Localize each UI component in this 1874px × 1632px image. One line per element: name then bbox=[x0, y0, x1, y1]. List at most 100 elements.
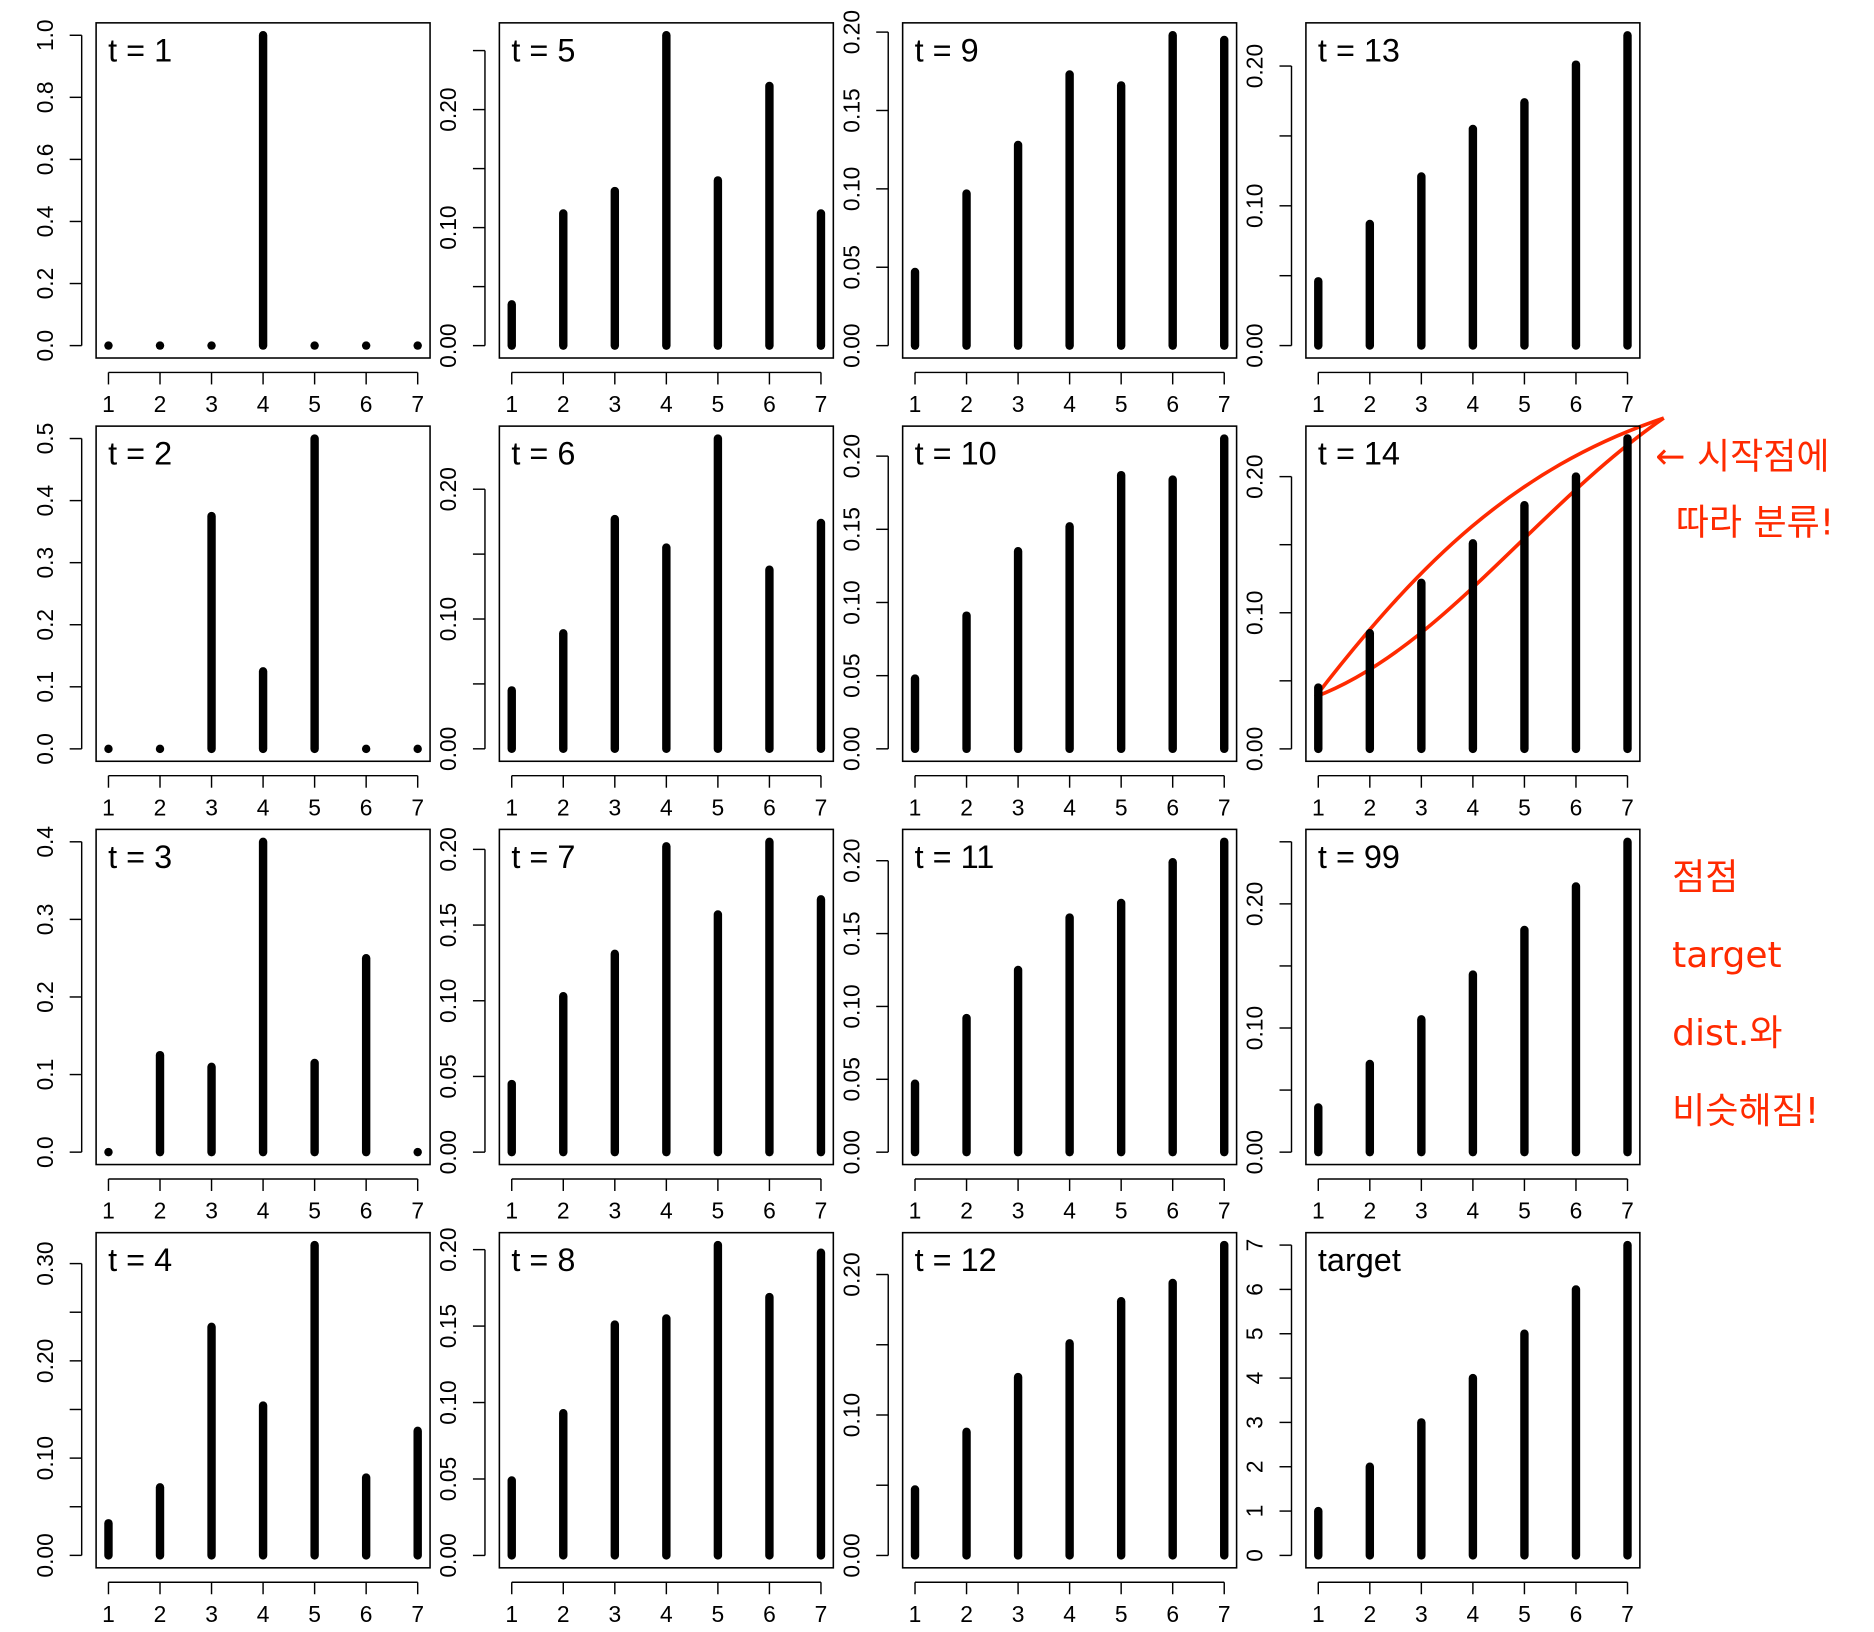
x-tick-label: 1 bbox=[909, 1601, 922, 1627]
y-tick-label: 0.00 bbox=[1242, 1130, 1268, 1174]
x-tick-label: 3 bbox=[205, 794, 218, 820]
panel-title: t = 99 bbox=[1318, 839, 1400, 875]
y-tick-label: 0.10 bbox=[838, 984, 864, 1028]
y-tick-label: 0.20 bbox=[838, 1252, 864, 1296]
y-tick-label: 6 bbox=[1242, 1283, 1268, 1296]
x-tick-label: 4 bbox=[257, 1198, 270, 1224]
plot-box bbox=[901, 828, 1238, 1166]
x-tick-label: 6 bbox=[1166, 794, 1179, 820]
x-tick-label: 6 bbox=[1570, 1601, 1583, 1627]
x-tick-label: 1 bbox=[505, 391, 518, 417]
plot-box bbox=[1305, 1231, 1641, 1569]
y-tick-label: 0.10 bbox=[1242, 184, 1268, 228]
x-tick-label: 5 bbox=[1115, 794, 1128, 820]
y-tick-label: 0.20 bbox=[32, 1339, 58, 1383]
x-tick-label: 5 bbox=[1518, 1198, 1531, 1224]
y-tick-label: 0.1 bbox=[32, 1059, 58, 1091]
plot-box bbox=[95, 828, 431, 1166]
y-tick-label: 0.00 bbox=[1242, 727, 1268, 771]
x-tick-label: 6 bbox=[360, 391, 373, 417]
y-tick-label: 0.00 bbox=[1242, 323, 1268, 367]
y-tick-label: 0.10 bbox=[1242, 591, 1268, 635]
x-tick-label: 2 bbox=[1363, 1198, 1376, 1224]
x-tick-label: 2 bbox=[557, 1198, 570, 1224]
y-tick-label: 0.4 bbox=[32, 205, 58, 237]
x-tick-label: 4 bbox=[1063, 1601, 1076, 1627]
annotation: ← 시작점에 bbox=[1655, 437, 1829, 478]
x-tick-label: 3 bbox=[1012, 391, 1025, 417]
plot-box bbox=[901, 425, 1238, 763]
panel-title: t = 3 bbox=[108, 839, 172, 875]
x-tick-label: 5 bbox=[712, 1198, 725, 1224]
y-tick-label: 0.10 bbox=[838, 167, 864, 211]
y-tick-label: 0.20 bbox=[1242, 454, 1268, 498]
x-tick-label: 7 bbox=[411, 391, 424, 417]
annotation: dist.와 bbox=[1672, 1013, 1782, 1054]
x-tick-label: 3 bbox=[608, 1601, 621, 1627]
y-tick-label: 4 bbox=[1242, 1371, 1268, 1384]
x-tick-label: 5 bbox=[1115, 1198, 1128, 1224]
x-tick-label: 7 bbox=[411, 1601, 424, 1627]
x-tick-label: 5 bbox=[1518, 391, 1531, 417]
y-tick-label: 5 bbox=[1242, 1327, 1268, 1340]
y-tick-label: 0.00 bbox=[435, 323, 461, 367]
plot-box bbox=[95, 425, 431, 763]
y-tick-label: 0.4 bbox=[32, 826, 58, 858]
x-tick-label: 3 bbox=[1012, 794, 1025, 820]
x-tick-label: 5 bbox=[308, 794, 321, 820]
y-tick-label: 0.10 bbox=[435, 1380, 461, 1424]
x-tick-label: 2 bbox=[1363, 1601, 1376, 1627]
x-tick-label: 6 bbox=[1570, 391, 1583, 417]
x-tick-label: 6 bbox=[1166, 1601, 1179, 1627]
y-tick-label: 0.10 bbox=[435, 205, 461, 249]
y-tick-label: 0.15 bbox=[435, 1304, 461, 1348]
y-tick-label: 0.00 bbox=[435, 1533, 461, 1577]
x-tick-label: 4 bbox=[257, 391, 270, 417]
annotation: 비슷해짐! bbox=[1672, 1091, 1819, 1132]
annotation: target bbox=[1672, 935, 1782, 976]
x-tick-label: 3 bbox=[1415, 391, 1428, 417]
y-tick-label: 0.00 bbox=[838, 323, 864, 367]
x-tick-label: 7 bbox=[1218, 391, 1231, 417]
panel-title: t = 10 bbox=[915, 436, 997, 472]
y-tick-label: 0.00 bbox=[838, 1130, 864, 1174]
x-tick-label: 6 bbox=[763, 794, 776, 820]
y-tick-label: 0.05 bbox=[838, 245, 864, 289]
x-tick-label: 5 bbox=[308, 1198, 321, 1224]
plot-box bbox=[1305, 828, 1641, 1166]
x-tick-label: 3 bbox=[205, 1198, 218, 1224]
x-tick-label: 6 bbox=[763, 1601, 776, 1627]
y-tick-label: 0.0 bbox=[32, 330, 58, 362]
x-tick-label: 7 bbox=[815, 1601, 828, 1627]
x-tick-label: 5 bbox=[308, 1601, 321, 1627]
x-tick-label: 3 bbox=[1012, 1601, 1025, 1627]
y-tick-label: 0.1 bbox=[32, 671, 58, 703]
y-tick-label: 0.8 bbox=[32, 81, 58, 113]
y-tick-label: 0.20 bbox=[1242, 44, 1268, 88]
x-tick-label: 7 bbox=[1621, 1198, 1634, 1224]
y-tick-label: 0.3 bbox=[32, 904, 58, 936]
x-tick-label: 2 bbox=[960, 391, 973, 417]
y-tick-label: 3 bbox=[1242, 1416, 1268, 1429]
x-tick-label: 5 bbox=[1115, 391, 1128, 417]
y-tick-label: 0.15 bbox=[435, 903, 461, 947]
x-tick-label: 6 bbox=[1570, 794, 1583, 820]
x-tick-label: 1 bbox=[505, 794, 518, 820]
plot-box bbox=[95, 1231, 431, 1569]
x-tick-label: 2 bbox=[557, 391, 570, 417]
plot-box bbox=[95, 22, 431, 359]
y-tick-label: 7 bbox=[1242, 1239, 1268, 1252]
y-tick-label: 0.10 bbox=[435, 597, 461, 641]
y-tick-label: 0.0 bbox=[32, 733, 58, 765]
panel-title: t = 5 bbox=[511, 32, 575, 68]
y-tick-label: 0.20 bbox=[838, 839, 864, 883]
y-tick-label: 0.20 bbox=[838, 434, 864, 478]
panel-title: t = 13 bbox=[1318, 32, 1400, 68]
x-tick-label: 4 bbox=[1467, 794, 1480, 820]
annotation-curve bbox=[1314, 416, 1665, 699]
panel-title: t = 4 bbox=[108, 1242, 172, 1278]
x-tick-label: 1 bbox=[102, 794, 115, 820]
x-tick-label: 1 bbox=[102, 1601, 115, 1627]
x-tick-label: 3 bbox=[205, 1601, 218, 1627]
y-tick-label: 0.30 bbox=[32, 1241, 58, 1285]
